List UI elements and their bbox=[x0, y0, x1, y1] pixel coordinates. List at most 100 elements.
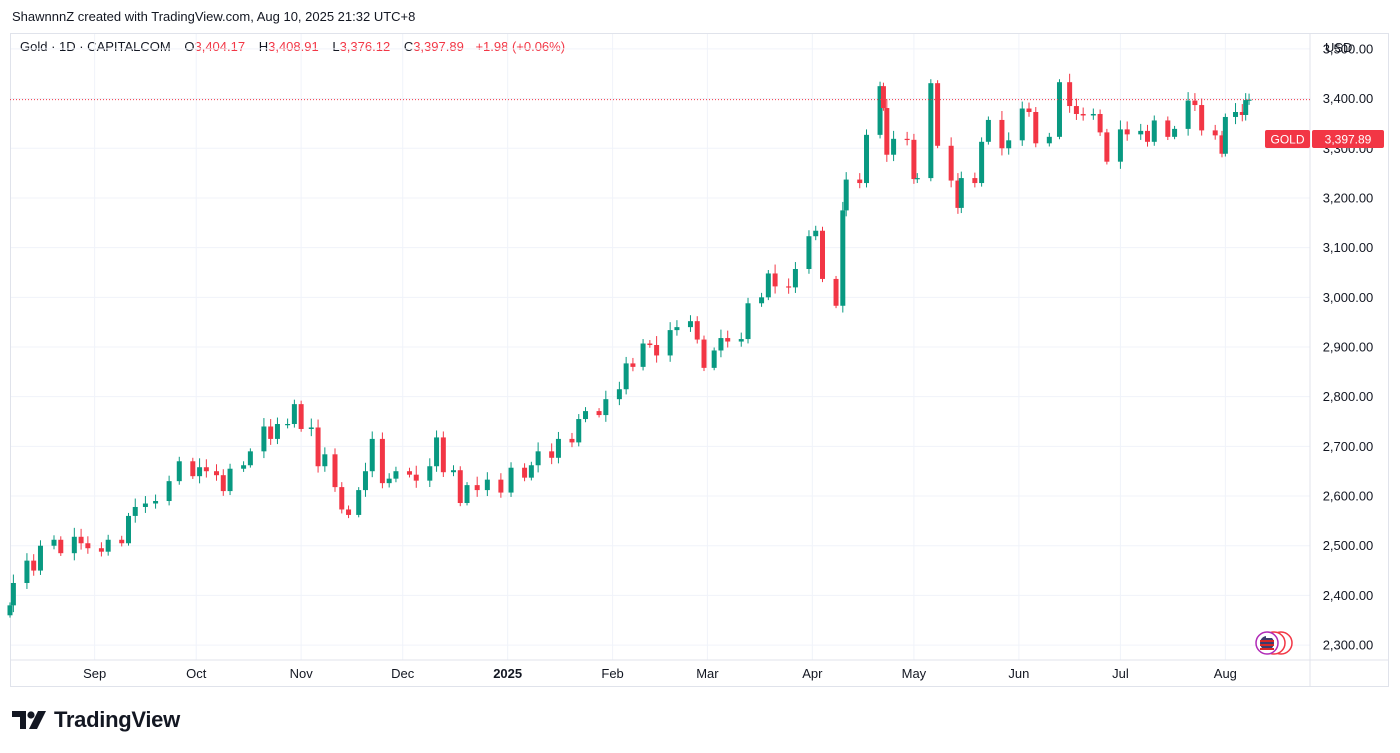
economic-events-icon[interactable] bbox=[1255, 631, 1293, 655]
candle-body bbox=[1233, 112, 1239, 117]
price-tag-name-bg bbox=[1265, 130, 1310, 148]
candle-body bbox=[427, 466, 433, 481]
candle-body bbox=[1199, 105, 1205, 131]
candle-body bbox=[725, 338, 731, 342]
price-tag: GOLD 3,397.89 bbox=[1265, 130, 1384, 148]
candle-body bbox=[1165, 120, 1171, 137]
candle-body bbox=[765, 273, 771, 298]
time-axis[interactable]: Sep Oct Nov Dec 2025 Feb Mar Apr May Jun Jul Aug bbox=[83, 666, 1237, 681]
candle-body bbox=[914, 178, 920, 180]
candle-body bbox=[711, 350, 717, 368]
candle-body bbox=[1090, 113, 1096, 116]
chart-frame[interactable] bbox=[10, 33, 1389, 687]
price-tick-label: 3,500.00 bbox=[1323, 41, 1374, 56]
candle-body bbox=[7, 605, 13, 616]
price-tick-label: 2,900.00 bbox=[1323, 340, 1374, 355]
price-tick-label: 2,800.00 bbox=[1323, 389, 1374, 404]
candle-body bbox=[227, 468, 233, 492]
candle-body bbox=[549, 451, 555, 458]
price-axis[interactable]: 2,300.00 2,400.00 2,500.00 2,600.00 2,700.00… bbox=[1323, 41, 1374, 652]
candle-body bbox=[78, 536, 84, 544]
candle-body bbox=[332, 454, 338, 488]
candle-body bbox=[274, 424, 280, 439]
candle-body bbox=[772, 273, 778, 287]
candle-body bbox=[806, 236, 812, 269]
candle-body bbox=[948, 145, 954, 181]
time-tick-label: Aug bbox=[1214, 666, 1237, 681]
candle-body bbox=[142, 503, 148, 507]
price-tick-label: 3,200.00 bbox=[1323, 190, 1374, 205]
candle-body bbox=[1185, 100, 1191, 129]
candle-body bbox=[406, 471, 412, 475]
time-tick-label: Mar bbox=[696, 666, 719, 681]
candle-body bbox=[261, 426, 267, 452]
tradingview-logo[interactable]: TradingView bbox=[12, 707, 180, 733]
candle-body bbox=[176, 461, 182, 482]
candle-body bbox=[864, 134, 870, 184]
price-tick-label: 2,600.00 bbox=[1323, 489, 1374, 504]
candle-body bbox=[203, 467, 209, 472]
price-tag-name: GOLD bbox=[1270, 133, 1304, 147]
low-label: L bbox=[332, 39, 340, 54]
time-tick-label: Feb bbox=[601, 666, 623, 681]
candle-body bbox=[833, 278, 839, 306]
candle-body bbox=[484, 479, 490, 491]
candle-body bbox=[687, 321, 693, 328]
candle-body bbox=[298, 404, 304, 429]
candle-body bbox=[877, 86, 883, 135]
high-value: 3,408.91 bbox=[268, 39, 319, 54]
candle-body bbox=[596, 411, 602, 416]
candle-body bbox=[955, 180, 961, 208]
price-tick-label: 2,400.00 bbox=[1323, 588, 1374, 603]
candle-body bbox=[31, 560, 37, 571]
tradingview-logo-icon bbox=[12, 711, 46, 729]
candle-body bbox=[820, 230, 825, 279]
candle-body bbox=[51, 539, 57, 546]
candle-body bbox=[738, 339, 744, 342]
candle-body bbox=[291, 404, 297, 425]
candle-body bbox=[667, 330, 673, 356]
time-tick-label: Sep bbox=[83, 666, 106, 681]
candle-body bbox=[1104, 132, 1110, 162]
candle-body bbox=[166, 481, 172, 502]
price-tag-value: 3,397.89 bbox=[1325, 133, 1372, 147]
candle-body bbox=[640, 343, 646, 367]
candle-body bbox=[603, 399, 609, 416]
time-tick-label: May bbox=[902, 666, 927, 681]
open-value: 3,404.17 bbox=[194, 39, 246, 54]
candle-body bbox=[285, 424, 291, 426]
price-tick-label: 3,100.00 bbox=[1323, 240, 1374, 255]
high-label: H bbox=[258, 39, 269, 54]
candle-body bbox=[1212, 130, 1218, 136]
chart-caption: ShawnnnZ created with TradingView.com, A… bbox=[12, 9, 416, 24]
change-value: +1.98 (+0.06%) bbox=[475, 39, 566, 54]
candle-body bbox=[362, 471, 368, 491]
candle-body bbox=[985, 119, 991, 142]
price-tick-label: 2,300.00 bbox=[1323, 638, 1374, 653]
candle-body bbox=[623, 363, 629, 390]
candle-body bbox=[979, 141, 985, 184]
candle-body bbox=[884, 108, 890, 155]
candle-body bbox=[759, 297, 765, 304]
candle-body bbox=[1097, 113, 1103, 133]
candle-body bbox=[498, 479, 504, 493]
candles bbox=[7, 73, 1252, 618]
candle-body bbox=[153, 501, 159, 504]
candle-body bbox=[10, 582, 16, 606]
candle-body bbox=[813, 230, 819, 237]
open-label: O bbox=[184, 39, 195, 54]
candle-body bbox=[1117, 129, 1123, 162]
candle-body bbox=[413, 474, 419, 481]
candle-body bbox=[569, 438, 575, 443]
currency-selector[interactable]: USD bbox=[1325, 40, 1353, 55]
candle-body bbox=[339, 487, 345, 510]
time-tick-label: Jul bbox=[1112, 666, 1129, 681]
candle-body bbox=[1073, 106, 1079, 114]
candle-body bbox=[379, 438, 385, 484]
candle-body bbox=[911, 139, 917, 180]
time-tick-label: Oct bbox=[186, 666, 207, 681]
symbol-name: Gold · 1D · CAPITALCOM bbox=[20, 39, 171, 54]
candle-body bbox=[576, 419, 582, 443]
candle-body bbox=[450, 470, 456, 473]
